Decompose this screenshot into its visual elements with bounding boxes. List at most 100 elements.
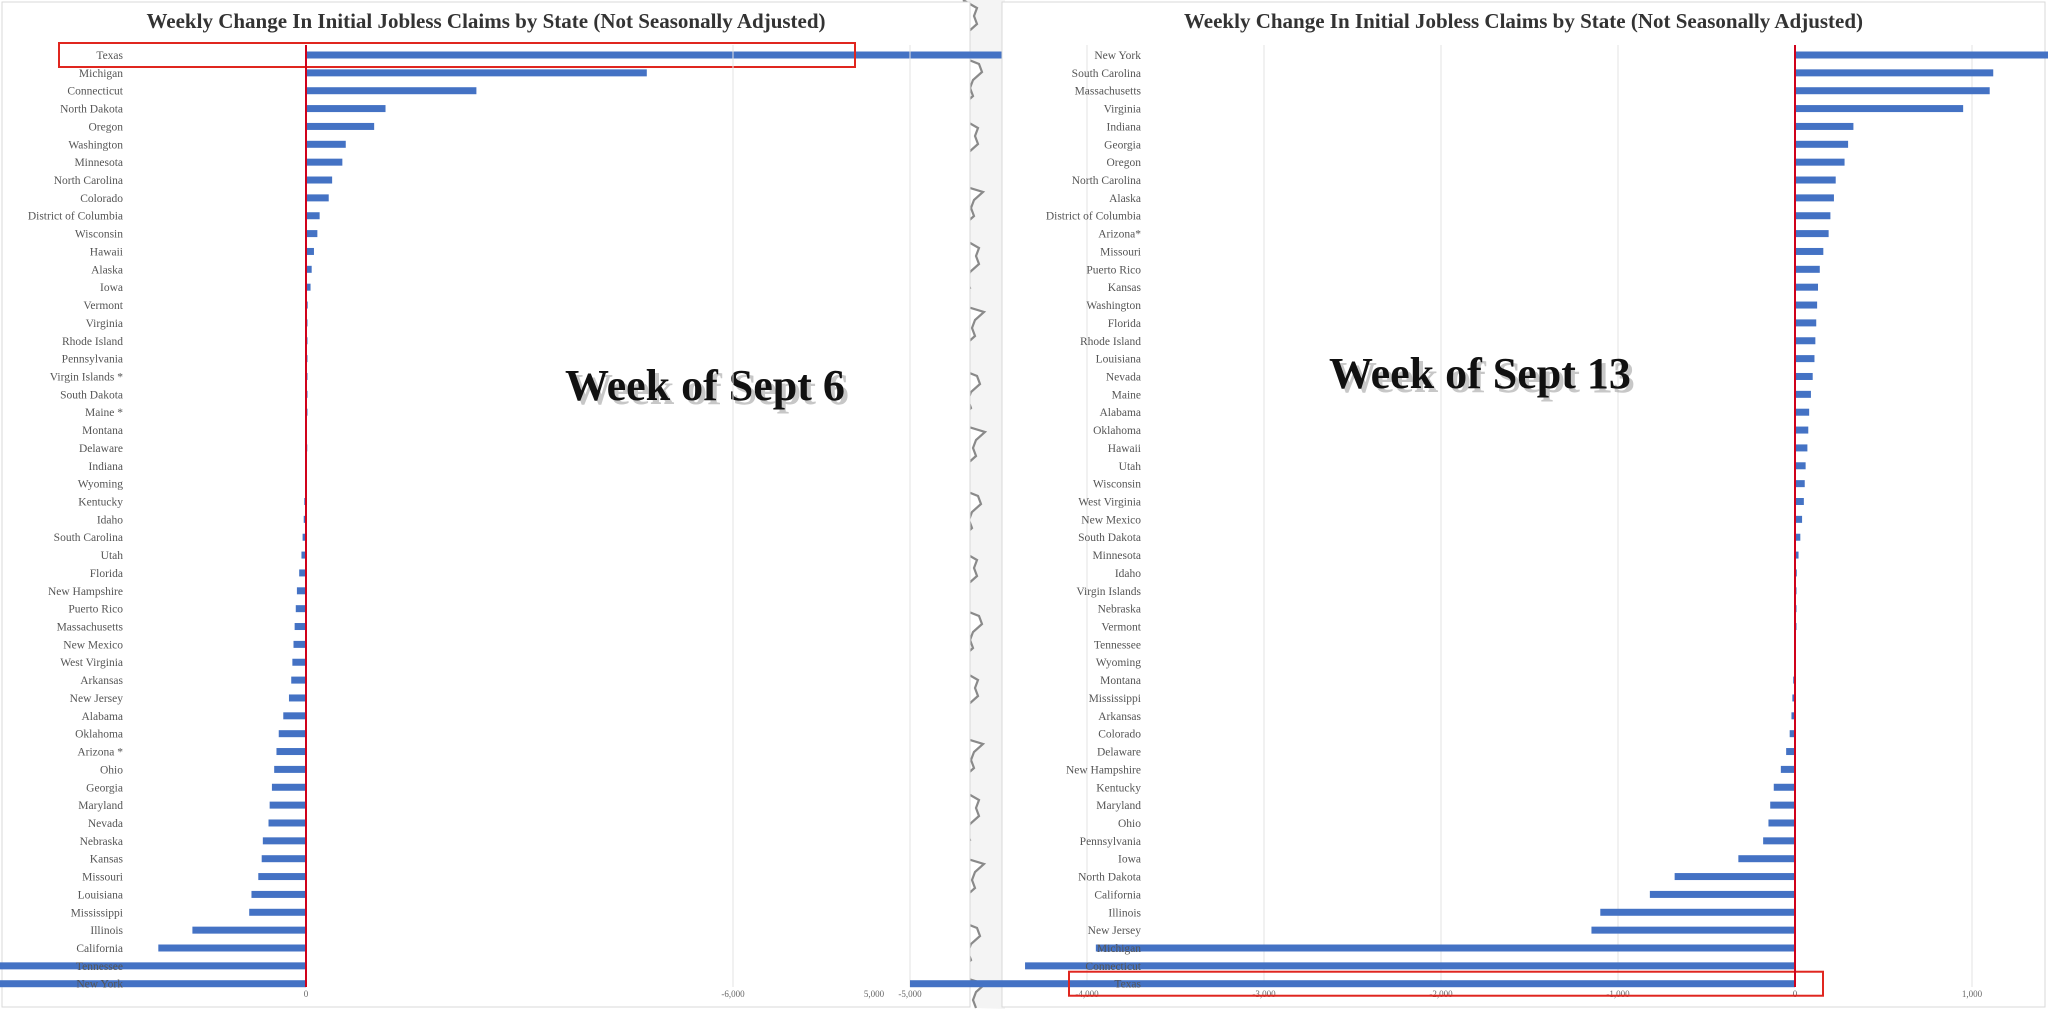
bar-north-carolina: [306, 176, 333, 184]
category-label: Ohio: [100, 764, 123, 776]
bar-louisiana: [251, 890, 306, 898]
bar-kentucky: [1773, 783, 1795, 791]
category-label: Kansas: [90, 854, 124, 866]
category-label: Puerto Rico: [68, 604, 123, 616]
bar-new-york: [0, 980, 307, 988]
bar-puerto-rico: [1795, 265, 1820, 273]
category-label: Michigan: [1097, 943, 1141, 955]
bar-alabama: [1795, 408, 1810, 416]
category-label: Nevada: [1106, 371, 1141, 383]
category-label: Texas: [1114, 979, 1141, 991]
bar-virginia: [1795, 105, 1964, 113]
category-label: Minnesota: [74, 157, 123, 169]
bar-nevada: [1795, 372, 1813, 380]
bar-texas: [910, 980, 1795, 988]
annotation-text: Week of Sept 13: [1329, 349, 1631, 398]
category-label: District of Columbia: [1046, 211, 1141, 223]
category-label: Kentucky: [1096, 782, 1141, 794]
bar-washington: [306, 140, 346, 148]
category-label: District of Columbia: [28, 211, 123, 223]
category-label: Iowa: [1118, 854, 1141, 866]
x-tick-label: -2,000: [1429, 989, 1453, 999]
category-label: Tennessee: [1094, 639, 1141, 651]
category-label: Oregon: [89, 121, 124, 133]
x-tick-label: -3,000: [1252, 989, 1276, 999]
bar-illinois: [1600, 908, 1795, 916]
category-label: Kansas: [1108, 282, 1142, 294]
category-label: Arizona*: [1098, 229, 1141, 241]
category-label: West Virginia: [1078, 497, 1141, 509]
x-tick-label: 0: [1793, 989, 1798, 999]
chart-panel-2: Weekly Change In Initial Jobless Claims …: [721, 1, 2048, 1008]
category-label: Wisconsin: [1093, 479, 1141, 491]
x-tick-label: -1,000: [1606, 989, 1630, 999]
bar-district-of-columbia: [306, 212, 320, 220]
category-label: Indiana: [89, 461, 123, 473]
bar-west-virginia: [292, 658, 306, 666]
bar-ohio: [274, 765, 306, 773]
bar-minnesota: [306, 158, 343, 166]
bar-california: [158, 944, 306, 952]
category-label: North Carolina: [1072, 175, 1141, 187]
bar-oregon: [1795, 158, 1845, 166]
category-label: Rhode Island: [62, 336, 123, 348]
category-label: Maine: [1112, 389, 1141, 401]
category-label: West Virginia: [60, 657, 123, 669]
annotation-shadow: Week of Sept 13: [1333, 353, 1635, 402]
highlight-box: [1068, 970, 1824, 997]
category-label: North Carolina: [54, 175, 123, 187]
category-label: Colorado: [1098, 729, 1141, 741]
category-label: Virginia: [1104, 104, 1141, 116]
category-label: New York: [76, 979, 123, 991]
panel-frame: [1001, 1, 2046, 1008]
category-label: New Hampshire: [48, 586, 123, 598]
category-label: Missouri: [82, 872, 123, 884]
panel-frame: [1, 1, 971, 1008]
category-label: Florida: [1108, 318, 1141, 330]
bar-utah: [1795, 462, 1806, 470]
bar-new-jersey: [1591, 926, 1795, 934]
category-label: Wyoming: [78, 479, 124, 491]
bar-new-jersey: [288, 694, 306, 702]
bar-idaho: [303, 515, 306, 523]
category-label: New York: [1094, 50, 1141, 62]
bar-louisiana: [1795, 355, 1815, 363]
bar-tennessee: [0, 962, 307, 970]
category-label: North Dakota: [60, 104, 123, 116]
category-label: Pennsylvania: [62, 354, 123, 366]
x-tick-label: -4,000: [1075, 989, 1099, 999]
bar-mississippi: [1792, 694, 1795, 702]
category-label: Massachusetts: [57, 622, 124, 634]
bar-oregon: [306, 122, 375, 130]
category-label: Arkansas: [80, 675, 123, 687]
bar-puerto-rico: [295, 605, 306, 613]
annotation-shadow: Week of Sept 6: [569, 365, 849, 414]
bar-alabama: [283, 712, 306, 720]
category-label: Nebraska: [80, 836, 123, 848]
bar-north-carolina: [1795, 176, 1836, 184]
category-label: Maryland: [1096, 800, 1141, 812]
category-label: Virgin Islands: [1076, 586, 1141, 598]
bar-new-hampshire: [296, 587, 306, 595]
category-label: Idaho: [1115, 568, 1141, 580]
category-label: Ohio: [1118, 818, 1141, 830]
category-label: Washington: [68, 139, 123, 151]
bar-massachusetts: [294, 623, 306, 631]
category-label: California: [1094, 889, 1141, 901]
category-label: Massachusetts: [1075, 86, 1142, 98]
category-label: Nevada: [88, 818, 123, 830]
bar-massachusetts: [1795, 87, 1990, 95]
bar-florida: [299, 569, 306, 577]
category-label: Puerto Rico: [1086, 264, 1141, 276]
bar-north-dakota: [1674, 873, 1795, 881]
category-label: Louisiana: [78, 889, 123, 901]
category-label: Colorado: [80, 193, 123, 205]
bar-new-hampshire: [1780, 765, 1795, 773]
category-label: Utah: [1119, 461, 1142, 473]
category-label: Maine *: [85, 407, 123, 419]
x-tick-label: 5,000: [864, 989, 885, 999]
category-label: Utah: [101, 550, 124, 562]
